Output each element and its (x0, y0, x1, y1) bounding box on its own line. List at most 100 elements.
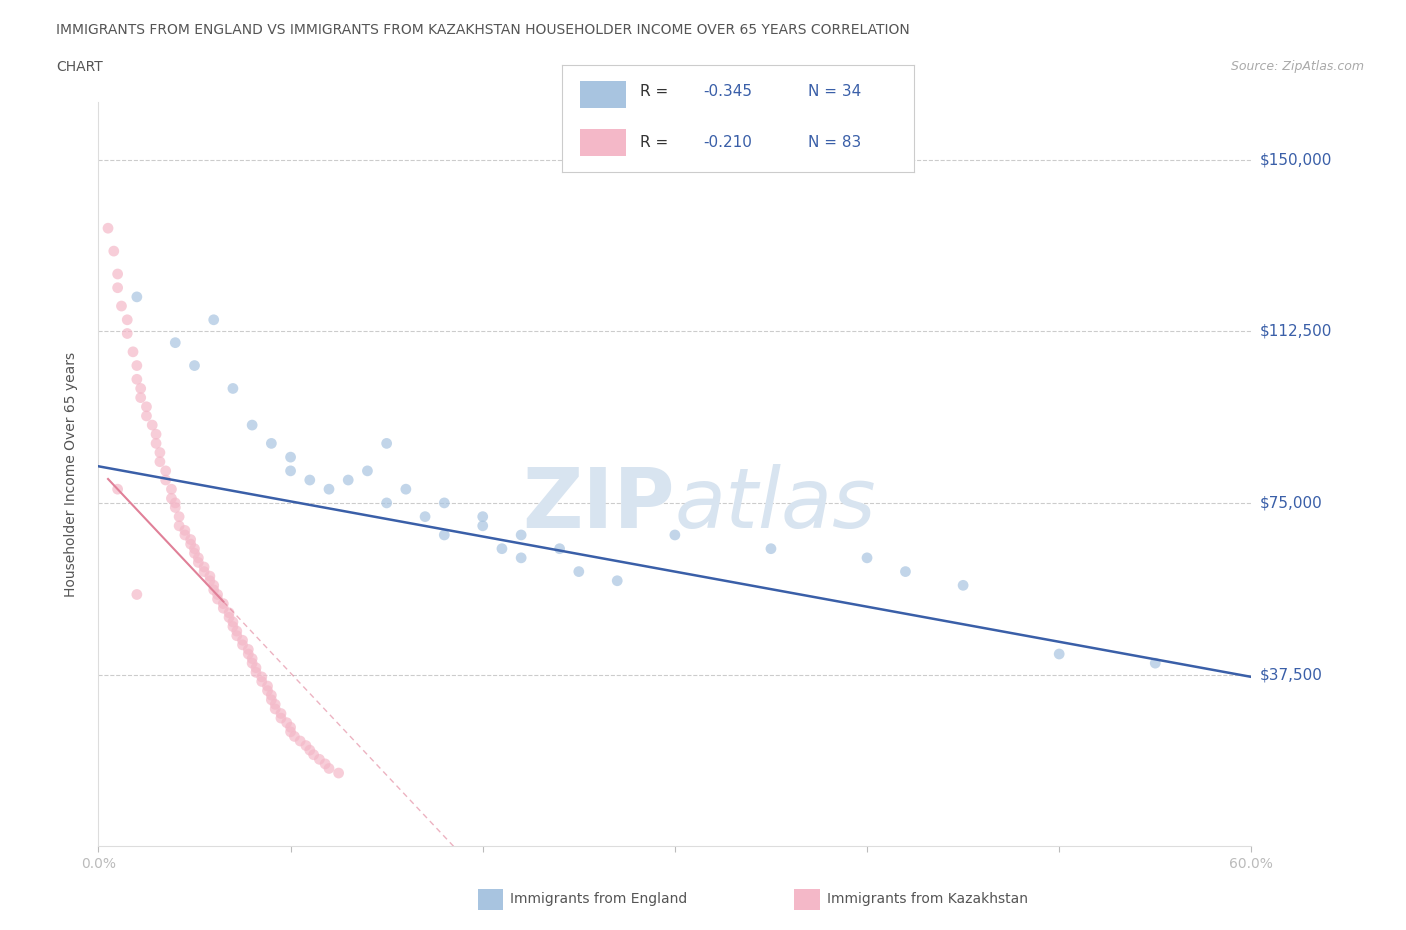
Point (218, 605, 240, 620)
Point (1047, 646, 1070, 661)
Point (256, 679, 278, 694)
Point (222, 381, 245, 396)
Text: $37,500: $37,500 (1260, 667, 1323, 682)
Text: $150,000: $150,000 (1260, 152, 1331, 167)
Point (260, 436, 283, 451)
Text: CHART: CHART (56, 60, 103, 74)
Point (245, 665, 267, 680)
Point (97, 220, 120, 235)
Point (125, 289, 148, 304)
Point (264, 697, 287, 711)
Point (122, 344, 145, 359)
Point (165, 335, 187, 350)
Point (155, 472, 177, 487)
Point (548, 541, 571, 556)
Point (125, 358, 148, 373)
Point (280, 463, 302, 478)
Point (187, 551, 209, 565)
Point (218, 610, 240, 625)
Point (149, 454, 172, 469)
Text: IMMIGRANTS FROM ENGLAND VS IMMIGRANTS FROM KAZAKHSTAN HOUSEHOLDER INCOME OVER 65: IMMIGRANTS FROM ENGLAND VS IMMIGRANTS FR… (56, 23, 910, 37)
Point (510, 527, 533, 542)
Point (117, 312, 138, 327)
Point (314, 756, 336, 771)
Text: N = 83: N = 83 (808, 135, 862, 150)
Point (318, 482, 340, 497)
Point (231, 637, 254, 652)
Point (135, 408, 157, 423)
Point (606, 573, 628, 588)
Point (193, 565, 215, 579)
Text: N = 34: N = 34 (808, 85, 862, 100)
Point (183, 546, 205, 561)
Point (356, 463, 378, 478)
Point (375, 436, 398, 451)
Point (240, 418, 263, 432)
Point (193, 560, 215, 575)
Point (298, 472, 321, 487)
Point (491, 541, 513, 556)
Point (568, 565, 591, 579)
Point (222, 619, 245, 634)
Point (328, 765, 350, 780)
Point (433, 527, 456, 542)
Point (207, 591, 229, 606)
Point (180, 532, 202, 547)
Point (125, 587, 148, 602)
Point (894, 565, 917, 579)
Point (165, 500, 187, 515)
Point (103, 244, 125, 259)
Point (240, 651, 263, 666)
Point (207, 587, 229, 602)
Point (238, 642, 260, 657)
Point (222, 615, 245, 630)
Point (145, 427, 167, 442)
Point (174, 527, 197, 542)
Point (375, 496, 398, 511)
Point (183, 541, 205, 556)
Point (245, 660, 267, 675)
Point (433, 496, 456, 511)
Point (270, 706, 292, 721)
Point (238, 646, 260, 661)
Point (280, 450, 302, 465)
Point (250, 674, 273, 689)
Point (183, 358, 205, 373)
Point (117, 326, 138, 341)
Point (167, 510, 190, 525)
Point (167, 518, 190, 533)
Point (155, 463, 177, 478)
Point (125, 372, 148, 387)
Point (198, 569, 221, 584)
Text: Source: ZipAtlas.com: Source: ZipAtlas.com (1230, 60, 1364, 73)
Point (225, 629, 247, 644)
Point (759, 541, 782, 556)
Point (135, 399, 157, 414)
Text: R =: R = (640, 85, 673, 100)
Bar (581, 81, 626, 108)
Point (256, 684, 278, 698)
Text: ZIP: ZIP (523, 463, 675, 545)
Point (318, 761, 340, 776)
Text: Immigrants from Kazakhstan: Immigrants from Kazakhstan (827, 892, 1028, 907)
Point (856, 551, 879, 565)
Point (198, 573, 221, 588)
Text: $75,000: $75,000 (1260, 496, 1323, 511)
Point (145, 436, 167, 451)
Point (1144, 656, 1167, 671)
Point (413, 510, 436, 525)
Text: atlas: atlas (675, 463, 876, 545)
Point (129, 391, 152, 405)
Point (264, 701, 287, 716)
Point (107, 267, 129, 282)
Point (302, 748, 325, 763)
Point (231, 632, 254, 647)
Point (187, 555, 209, 570)
Point (149, 445, 172, 460)
Point (260, 692, 283, 707)
Point (110, 299, 132, 313)
Point (202, 582, 225, 597)
Point (160, 482, 183, 497)
Point (260, 688, 283, 703)
Point (471, 518, 494, 533)
